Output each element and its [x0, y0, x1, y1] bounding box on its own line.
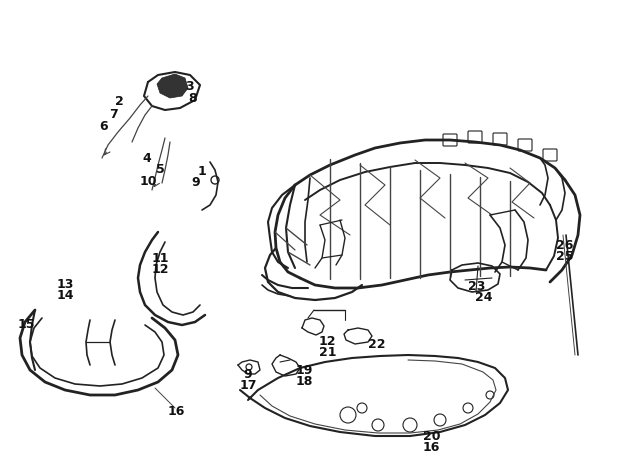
Text: 20: 20 [423, 430, 441, 443]
FancyBboxPatch shape [543, 149, 557, 161]
Text: 10: 10 [140, 175, 158, 188]
Text: 7: 7 [109, 108, 118, 121]
Text: 19: 19 [296, 364, 313, 377]
Text: 4: 4 [142, 152, 151, 165]
Text: 22: 22 [368, 338, 385, 351]
Text: 14: 14 [57, 289, 75, 302]
Text: 8: 8 [188, 92, 197, 105]
Text: 26: 26 [556, 239, 573, 252]
Text: 1: 1 [198, 165, 207, 178]
Text: 12: 12 [319, 335, 337, 348]
FancyBboxPatch shape [468, 131, 482, 143]
Text: 5: 5 [156, 163, 165, 176]
Text: 15: 15 [18, 318, 35, 331]
FancyBboxPatch shape [443, 134, 457, 146]
FancyBboxPatch shape [493, 133, 507, 145]
Text: 9: 9 [191, 176, 199, 189]
Text: 17: 17 [240, 379, 258, 392]
Text: 16: 16 [423, 441, 441, 454]
Text: 3: 3 [185, 80, 194, 93]
Text: 23: 23 [468, 280, 486, 293]
Text: 13: 13 [57, 278, 74, 291]
Text: 6: 6 [99, 120, 108, 133]
Text: 21: 21 [319, 346, 337, 359]
Text: 12: 12 [152, 263, 170, 276]
Text: 24: 24 [475, 291, 492, 304]
Text: 25: 25 [556, 250, 573, 263]
Text: 2: 2 [115, 95, 123, 108]
FancyBboxPatch shape [518, 139, 532, 151]
Polygon shape [157, 74, 188, 98]
Text: 11: 11 [152, 252, 170, 265]
Text: 18: 18 [296, 375, 313, 388]
Text: 16: 16 [168, 405, 185, 418]
Text: 9: 9 [243, 368, 252, 381]
